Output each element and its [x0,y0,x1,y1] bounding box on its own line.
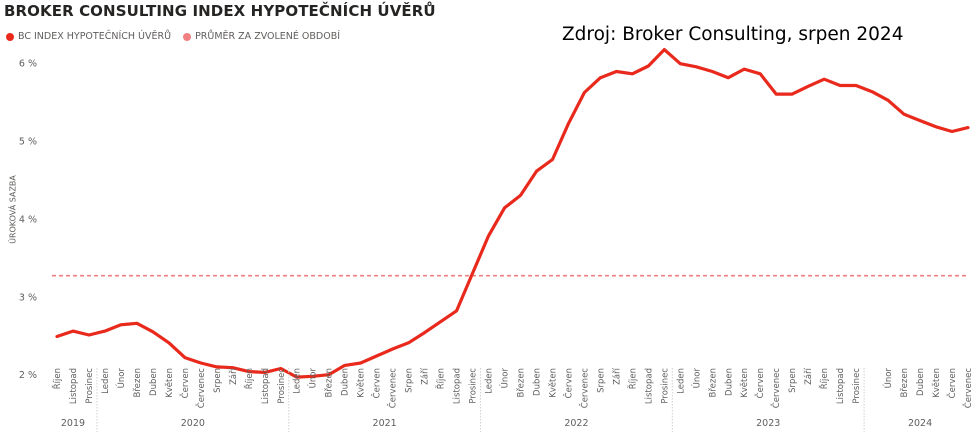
x-tick-label: Leden [293,368,303,394]
x-tick-label: Leden [101,368,111,394]
x-tick-label: Květen [740,368,750,398]
x-tick-label: Září [804,367,814,385]
x-axis: Říjen Listopad Prosinec Leden Únor Březen Dube… [52,367,974,432]
chart-title: BROKER CONSULTING INDEX HYPOTEČNÍCH ÚVĚR… [4,2,436,20]
legend-item-index[interactable]: BC INDEX HYPOTEČNÍCH ÚVĚRŮ [6,31,171,42]
source-note: Zdroj: Broker Consulting, srpen 2024 [562,24,904,45]
x-tick-label: Říjen [627,368,638,389]
x-tick-label: Listopad [261,368,271,404]
year-label: 2019 [61,418,85,429]
x-tick-label: Duben [916,368,926,396]
x-tick-label: Duben [532,368,542,396]
legend-label-average: PRŮMĚR ZA ZVOLENÉ OBDOBÍ [195,31,341,42]
x-tick-label: Červen [179,368,191,398]
x-tick-label: Červenec [195,368,207,409]
x-tick-label: Červen [946,368,958,398]
legend-item-average[interactable]: PRŮMĚR ZA ZVOLENÉ OBDOBÍ [183,31,340,42]
x-tick-label: Březen [708,368,718,397]
x-tick-label: Září [612,367,622,385]
x-tick-label: Srpen [405,368,415,393]
x-tick-label: Prosinec [85,368,95,404]
x-tick-label: Březen [133,368,143,397]
x-tick-label: Září [421,367,431,385]
x-tick-label: Únor [499,368,511,389]
x-tick-label: Duben [724,368,734,396]
x-tick-label: Říjen [436,368,447,389]
series-line-index [55,48,970,379]
x-tick-label: Listopad [453,368,463,404]
x-tick-label: Březen [516,368,526,397]
x-tick-label: Prosinec [469,368,479,404]
x-tick-label: Červenec [770,368,782,409]
x-tick-label: Červen [562,368,574,398]
x-tick-label: Červen [371,368,383,398]
x-tick-label: Únor [690,368,702,389]
y-tick-label: 3 % [19,292,37,303]
x-tick-label: Srpen [788,368,798,393]
x-tick-label: Listopad [836,368,846,404]
series-layer [55,48,970,379]
legend-marker-index [6,32,14,41]
x-tick-label: Listopad [69,368,79,404]
x-tick-label: Červen [754,368,766,398]
y-axis: 2 % 3 % 4 % 5 % 6 % [19,58,37,381]
x-tick-label: Květen [548,368,558,398]
year-label: 2021 [373,418,397,429]
x-tick-label: Leden [676,368,686,394]
x-tick-label: Červenec [962,368,974,409]
x-tick-label: Srpen [596,368,606,393]
x-tick-label: Leden [485,368,495,394]
y-tick-label: 6 % [19,58,37,69]
legend: BC INDEX HYPOTEČNÍCH ÚVĚRŮ PRŮMĚR ZA ZVO… [6,31,352,42]
x-tick-label: Červenec [578,368,590,409]
x-tick-label: Duben [341,368,351,396]
y-tick-label: 5 % [19,136,37,147]
x-tick-label: Říjen [244,368,255,389]
x-tick-label: Únor [882,368,894,389]
y-tick-label: 2 % [19,370,37,381]
x-tick-label: Březen [325,368,335,397]
x-tick-label: Prosinec [660,368,670,404]
y-tick-label: 4 % [19,214,37,225]
x-tick-label: Květen [357,368,367,398]
x-tick-label: Listopad [644,368,654,404]
x-tick-label: Únor [307,368,319,389]
x-tick-label: Říjen [819,368,830,389]
x-tick-label: Červenec [387,368,399,409]
year-label: 2023 [756,418,780,429]
x-tick-label: Březen [900,368,910,397]
x-tick-label: Květen [165,368,175,398]
year-label: 2020 [181,418,205,429]
x-tick-label: Prosinec [277,368,287,404]
year-label: 2024 [908,418,932,429]
legend-label-index: BC INDEX HYPOTEČNÍCH ÚVĚRŮ [18,31,172,42]
legend-marker-average [183,32,192,41]
x-tick-label: Květen [932,368,942,398]
x-tick-label: Září [229,367,239,385]
x-tick-label: Říjen [52,368,63,389]
x-tick-label: Únor [115,368,127,389]
x-tick-label: Srpen [213,368,223,393]
x-tick-label: Duben [149,368,159,396]
x-tick-label: Prosinec [852,368,862,404]
year-label: 2022 [564,418,588,429]
